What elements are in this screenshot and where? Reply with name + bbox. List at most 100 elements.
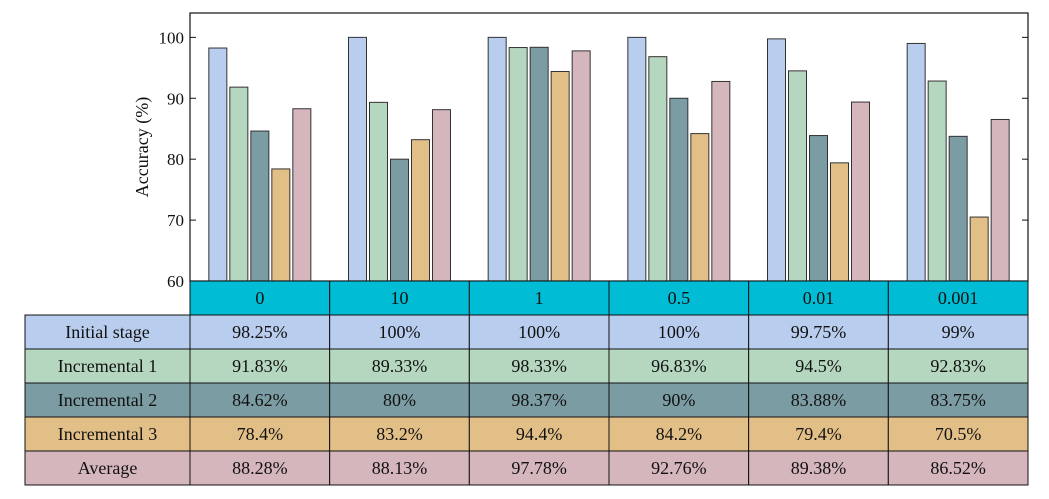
category-header-cell [329,280,470,316]
bar-average-0.01 [851,101,870,282]
bar-incremental-1-1 [508,47,528,282]
data-value-label: 91.83% [232,356,288,376]
category-label: 0.01 [803,288,835,308]
bar-incremental-2-0.01 [809,135,828,282]
bar-initial-stage-0.01 [767,38,786,282]
data-cell [329,382,470,418]
data-value-label: 96.83% [651,356,707,376]
data-value-label: 88.13% [372,458,428,478]
category-label: 0.001 [938,288,979,308]
bar-incremental-1-10 [369,101,388,282]
data-value-label: 99% [942,322,975,342]
bar-incremental-1-0.5 [648,56,668,282]
y-tick-label: 90 [167,89,184,108]
bar-incremental-3-0 [271,168,291,282]
category-label: 10 [391,288,409,308]
data-value-label: 100% [379,322,421,342]
data-table: 0 10 1 0.5 0.01 0.001 Initial stage 98.25% 100% 1… [24,280,1029,486]
series-label-cell [24,314,191,350]
category-label: 1 [535,288,544,308]
bar-incremental-1-0.001 [927,80,947,282]
data-cell [329,314,470,350]
bar-average-0.001 [990,118,1010,282]
bar-incremental-2-0 [250,130,270,282]
bar-incremental-2-0.001 [948,135,968,282]
bar-average-1 [571,50,591,282]
data-cell [748,416,889,452]
bar-initial-stage-1 [487,36,507,282]
category-label: 0.5 [668,288,691,308]
y-tick-label: 80 [167,150,184,169]
data-cell [189,348,331,384]
data-value-label: 83.88% [791,390,847,410]
bar-initial-stage-10 [348,36,367,282]
y-axis-title: Accuracy (%) [132,97,153,197]
bar-average-0.5 [711,80,731,282]
bar-initial-stage-0 [208,47,228,282]
bar-incremental-3-0.01 [830,162,849,282]
data-value-label: 92.76% [651,458,707,478]
data-value-label: 98.25% [232,322,288,342]
data-cell [608,416,750,452]
bar-incremental-3-0.5 [690,133,710,282]
category-header-cell [748,280,889,316]
y-tick-label: 70 [167,211,184,230]
data-value-label: 98.37% [511,390,567,410]
series-label: Average [78,458,138,478]
series-label: Incremental 3 [58,424,157,444]
data-cell [189,450,331,486]
data-value-label: 92.83% [930,356,986,376]
data-cell [329,416,470,452]
series-label: Initial stage [65,322,149,342]
data-value-label: 80% [383,390,416,410]
data-value-label: 86.52% [930,458,986,478]
series-label-cell [24,416,191,452]
data-value-label: 84.2% [656,424,703,444]
bar-incremental-2-0.5 [669,97,689,282]
data-value-label: 94.5% [795,356,842,376]
bar-incremental-2-1 [529,46,549,282]
data-cell [189,382,331,418]
series-label: Incremental 2 [58,390,157,410]
bars-layer [208,36,1010,282]
data-value-label: 97.78% [511,458,567,478]
data-value-label: 83.75% [930,390,986,410]
bar-average-0 [292,108,312,282]
bar-incremental-1-0.01 [788,70,807,282]
series-label-cell [24,382,191,418]
data-value-label: 90% [662,390,695,410]
data-value-label: 84.62% [232,390,288,410]
data-cell [887,348,1029,384]
y-axis: 60 70 80 90 100 [159,28,1028,291]
data-value-label: 79.4% [795,424,842,444]
data-value-label: 99.75% [791,322,847,342]
bar-incremental-3-1 [550,70,570,282]
data-value-label: 70.5% [935,424,982,444]
data-value-label: 78.4% [237,424,284,444]
data-cell [887,416,1029,452]
data-cell [189,416,331,452]
y-tick-label: 60 [167,272,184,291]
data-cell [608,382,750,418]
bar-average-10 [432,109,451,282]
category-label: 0 [255,288,264,308]
data-value-label: 100% [518,322,560,342]
data-cell [887,450,1029,486]
data-cell [468,314,610,350]
data-value-label: 94.4% [516,424,563,444]
bar-incremental-1-0 [229,86,249,282]
series-label-cell [24,348,191,384]
data-value-label: 89.33% [372,356,428,376]
data-value-label: 83.2% [376,424,423,444]
plot-frame [189,12,1029,282]
data-cell [887,382,1029,418]
bar-incremental-2-10 [390,158,409,282]
data-cell [748,382,889,418]
bar-initial-stage-0.001 [906,42,926,282]
data-value-label: 100% [658,322,700,342]
bar-incremental-3-0.001 [969,216,989,282]
series-label: Incremental 1 [58,356,157,376]
bar-initial-stage-0.5 [627,36,647,282]
category-header-cell [887,280,1029,316]
